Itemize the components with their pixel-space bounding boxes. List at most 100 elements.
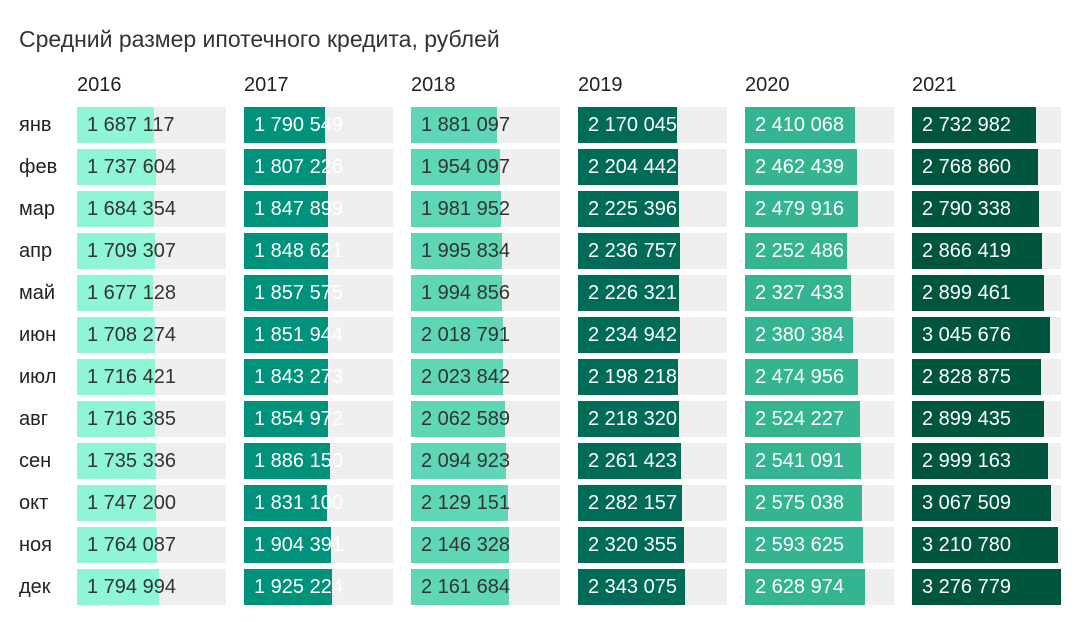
bar-value-label: 2 282 157 <box>588 492 677 514</box>
bar-value-label: 2 866 419 <box>922 240 1011 262</box>
bar-track: 2 524 227 <box>745 401 894 437</box>
bar-track: 2 899 461 <box>912 275 1061 311</box>
bar-track: 2 062 589 <box>411 401 560 437</box>
bar-value-label: 2 899 461 <box>922 282 1011 304</box>
bar-value-label: 1 807 226 <box>254 156 343 178</box>
bar-track: 1 995 834 <box>411 233 560 269</box>
bar-track: 1 764 087 <box>77 527 226 563</box>
bar-track: 2 999 163 <box>912 443 1061 479</box>
bar-value-label: 3 045 676 <box>922 324 1011 346</box>
bar-track: 2 790 338 <box>912 191 1061 227</box>
bar-value-label: 1 981 952 <box>421 198 510 220</box>
bar-2018-янв <box>411 107 497 143</box>
year-label-2019: 2019 <box>578 74 623 96</box>
bar-track: 2 252 486 <box>745 233 894 269</box>
bar-value-label: 2 129 151 <box>421 492 510 514</box>
bar-2021-окт <box>912 485 1051 521</box>
bar-2017-ноя <box>244 527 331 563</box>
bar-track: 1 904 391 <box>244 527 393 563</box>
bar-track: 2 198 218 <box>578 359 727 395</box>
bar-2017-авг <box>244 401 328 437</box>
bar-value-label: 1 716 385 <box>87 408 176 430</box>
bar-2016-июн <box>77 317 155 353</box>
bar-value-label: 2 204 442 <box>588 156 677 178</box>
bar-track: 2 380 384 <box>745 317 894 353</box>
bar-track: 1 981 952 <box>411 191 560 227</box>
bar-value-label: 2 524 227 <box>755 408 844 430</box>
bar-value-label: 1 954 097 <box>421 156 510 178</box>
bar-value-label: 1 881 097 <box>421 114 510 136</box>
bar-track: 2 828 875 <box>912 359 1061 395</box>
bar-2016-июл <box>77 359 155 395</box>
bar-2021-фев <box>912 149 1038 185</box>
bar-track: 1 881 097 <box>411 107 560 143</box>
month-label: июл <box>19 366 57 388</box>
bar-value-label: 1 851 944 <box>254 324 343 346</box>
month-label: янв <box>19 114 52 136</box>
bar-value-label: 1 684 354 <box>87 198 176 220</box>
bar-track: 2 018 791 <box>411 317 560 353</box>
bar-value-label: 2 327 433 <box>755 282 844 304</box>
bar-2017-янв <box>244 107 325 143</box>
bar-2016-фев <box>77 149 156 185</box>
bar-track: 2 225 396 <box>578 191 727 227</box>
bar-2018-мар <box>411 191 501 227</box>
bar-2017-июл <box>244 359 328 395</box>
bar-value-label: 1 677 128 <box>87 282 176 304</box>
year-label-2017: 2017 <box>244 74 289 96</box>
bar-track: 1 794 994 <box>77 569 226 605</box>
bar-2020-фев <box>745 149 857 185</box>
month-label: окт <box>19 492 49 514</box>
bar-2017-май <box>244 275 328 311</box>
bar-value-label: 1 847 899 <box>254 198 343 220</box>
bar-track: 3 276 779 <box>912 569 1061 605</box>
bar-track: 1 848 621 <box>244 233 393 269</box>
bar-2018-ноя <box>411 527 509 563</box>
bar-value-label: 1 857 575 <box>254 282 343 304</box>
bar-value-label: 2 261 423 <box>588 450 677 472</box>
bar-track: 1 831 100 <box>244 485 393 521</box>
bar-value-label: 2 541 091 <box>755 450 844 472</box>
bar-track: 2 628 974 <box>745 569 894 605</box>
bar-value-label: 1 925 224 <box>254 576 343 598</box>
bar-track: 1 843 273 <box>244 359 393 395</box>
bar-track: 2 146 328 <box>411 527 560 563</box>
bar-2017-мар <box>244 191 328 227</box>
bar-value-label: 1 831 100 <box>254 492 343 514</box>
bar-track: 1 684 354 <box>77 191 226 227</box>
bar-value-label: 2 790 338 <box>922 198 1011 220</box>
bar-track: 1 857 575 <box>244 275 393 311</box>
bar-2021-янв <box>912 107 1036 143</box>
bar-value-label: 3 210 780 <box>922 534 1011 556</box>
bar-2018-окт <box>411 485 508 521</box>
bar-2021-авг <box>912 401 1044 437</box>
bar-2020-сен <box>745 443 861 479</box>
bar-2020-апр <box>745 233 847 269</box>
bar-value-label: 2 593 625 <box>755 534 844 556</box>
month-label: июн <box>19 324 57 346</box>
bar-value-label: 1 994 856 <box>421 282 510 304</box>
bar-2016-окт <box>77 485 156 521</box>
year-label-2020: 2020 <box>745 74 790 96</box>
bar-track: 1 708 274 <box>77 317 226 353</box>
bar-2020-июн <box>745 317 853 353</box>
bar-value-label: 2 462 439 <box>755 156 844 178</box>
bar-value-label: 1 687 117 <box>87 114 175 136</box>
bar-2016-сен <box>77 443 156 479</box>
bar-track: 2 899 435 <box>912 401 1061 437</box>
bar-value-label: 2 198 218 <box>588 366 677 388</box>
month-label: май <box>19 282 56 304</box>
bar-2017-дек <box>244 569 332 605</box>
bar-track: 1 954 097 <box>411 149 560 185</box>
bar-track: 1 854 972 <box>244 401 393 437</box>
bar-2020-май <box>745 275 851 311</box>
bar-value-label: 2 161 684 <box>421 576 510 598</box>
bar-value-label: 1 843 273 <box>254 366 343 388</box>
bar-2018-фев <box>411 149 500 185</box>
bar-value-label: 2 575 038 <box>755 492 844 514</box>
year-label-2016: 2016 <box>77 74 122 96</box>
bar-2021-май <box>912 275 1044 311</box>
bar-track: 2 129 151 <box>411 485 560 521</box>
bar-2018-дек <box>411 569 509 605</box>
bar-2016-май <box>77 275 153 311</box>
